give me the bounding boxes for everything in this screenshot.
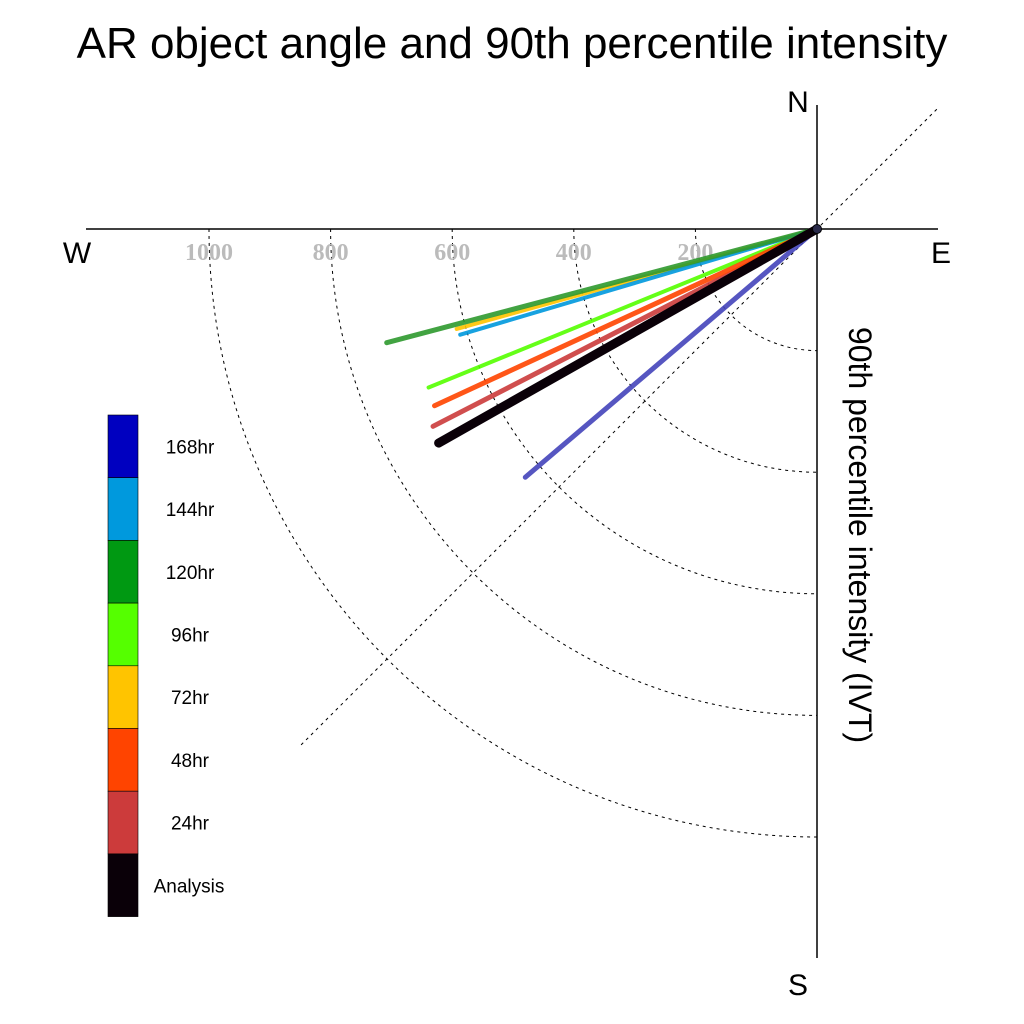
legend-swatch-24hr [107,790,139,855]
radial-ticks: 1000 800 600 400 200 [185,240,713,266]
grid-arc-400 [573,228,818,473]
legend-swatch-168hr [107,414,139,479]
legend-label-48hr: 48hr [171,751,210,772]
legend-swatch-96hr [107,602,139,667]
legend-label-72hr: 72hr [171,688,210,709]
grid-diagonal [300,108,938,746]
legend-label-120hr: 120hr [166,563,215,584]
chart-title: AR object angle and 90th percentile inte… [77,19,948,68]
compass-south: S [788,969,808,1002]
legend-label-144hr: 144hr [166,500,215,521]
grid-arc-600 [451,228,818,595]
grid-layer [208,108,938,838]
legend-swatch-analysis [107,853,139,917]
radial-tick-label: 800 [313,240,349,266]
legend-label-24hr: 24hr [171,814,210,835]
legend-label-analysis: Analysis [154,876,225,897]
series-layer [384,224,822,480]
radial-tick-label: 1000 [185,240,233,266]
series-line-96hr [426,227,819,390]
radial-tick-label: 400 [556,240,592,266]
legend-swatch-144hr [107,477,139,541]
legend-swatch-48hr [107,728,139,792]
series-line-48hr [432,226,820,409]
origin-point [812,224,822,234]
series-line-analysis [434,224,822,448]
radial-tick-label: 600 [434,240,470,266]
compass-east: E [931,237,951,270]
series-line-120hr [384,226,820,346]
legend-label-168hr: 168hr [166,437,215,458]
legend-swatch-120hr [107,540,139,604]
legend-swatch-72hr [107,665,139,729]
compass-west: W [63,237,92,270]
compass-north: N [787,86,809,119]
legend-label-96hr: 96hr [171,625,210,646]
radial-axis-label: 90th percentile intensity (IVT) [842,327,878,743]
legend: 168hr 144hr 120hr 96hr 72hr 48hr 24hr Analysis [107,414,225,917]
series-line-168hr [522,226,820,480]
